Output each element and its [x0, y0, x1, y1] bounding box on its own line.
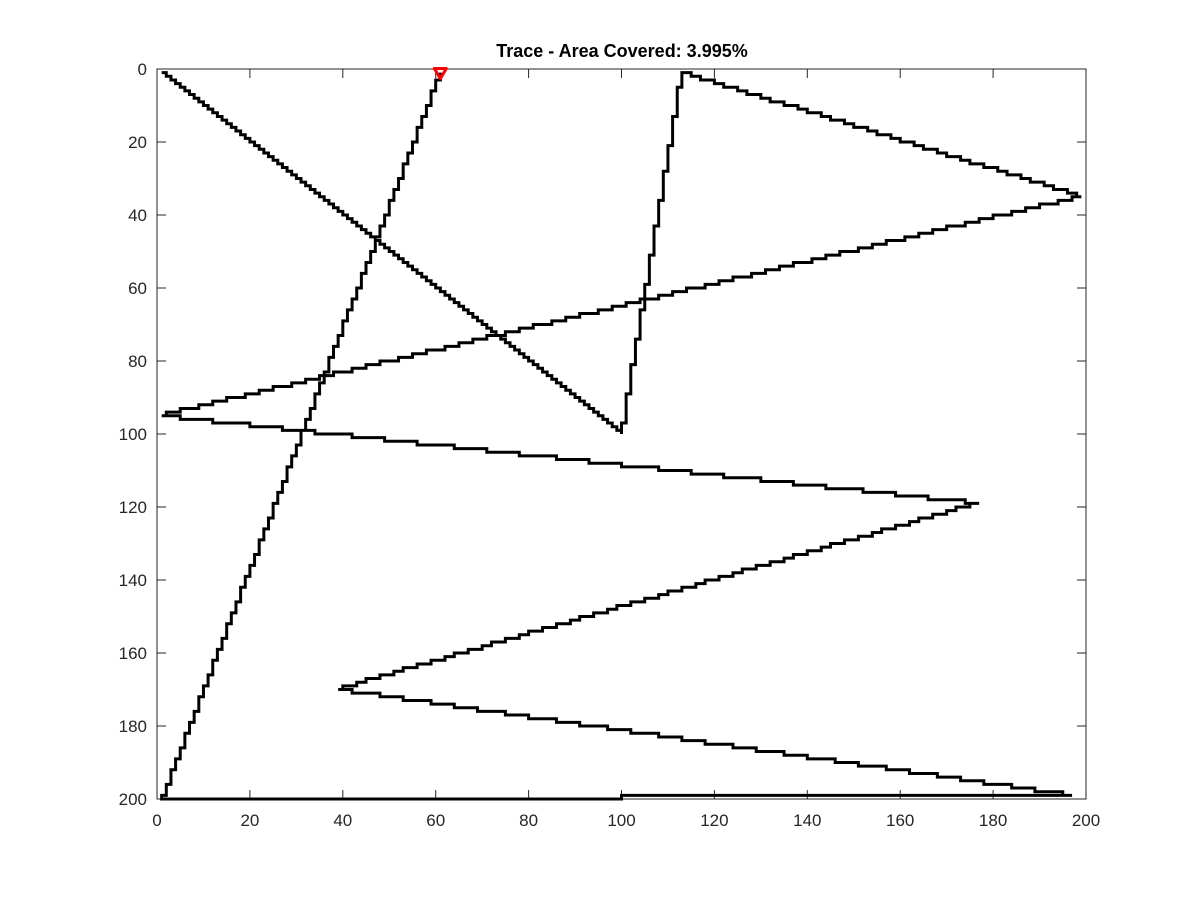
y-tick-label: 100: [119, 425, 147, 444]
y-tick-label: 0: [138, 60, 147, 79]
trace-series: [160, 71, 1082, 801]
y-tick-label: 120: [119, 498, 147, 517]
x-tick-label: 180: [979, 811, 1007, 830]
x-tick-label: 100: [607, 811, 635, 830]
x-tick-label: 200: [1072, 811, 1100, 830]
x-axis: 0 20 40 60 80 100 120 140 160 180 200: [152, 69, 1100, 830]
trace-line: [160, 71, 1082, 801]
y-tick-label: 160: [119, 644, 147, 663]
x-tick-label: 60: [426, 811, 445, 830]
y-tick-label: 180: [119, 717, 147, 736]
y-tick-label: 20: [128, 133, 147, 152]
current-position-marker: [432, 66, 448, 81]
y-axis: 0 20 40 60 80 100 120 140 160 180 200: [119, 60, 1086, 809]
y-tick-label: 200: [119, 790, 147, 809]
x-tick-label: 80: [519, 811, 538, 830]
y-tick-label: 60: [128, 279, 147, 298]
x-tick-label: 140: [793, 811, 821, 830]
x-tick-label: 20: [240, 811, 259, 830]
trace-markers: [432, 66, 448, 81]
x-tick-label: 0: [152, 811, 161, 830]
y-tick-label: 40: [128, 206, 147, 225]
y-tick-label: 140: [119, 571, 147, 590]
y-tick-label: 80: [128, 352, 147, 371]
chart-title: Trace - Area Covered: 3.995%: [496, 41, 747, 61]
x-tick-label: 120: [700, 811, 728, 830]
x-tick-label: 160: [886, 811, 914, 830]
x-tick-label: 40: [333, 811, 352, 830]
